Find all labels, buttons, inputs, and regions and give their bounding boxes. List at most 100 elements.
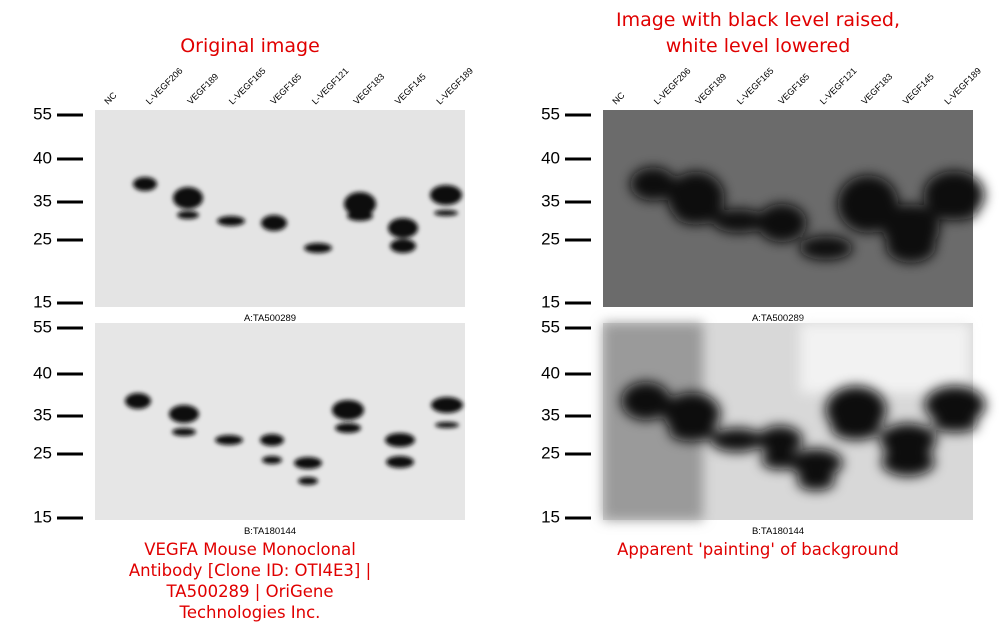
caption: VEGFA Mouse Monoclonal — [144, 540, 356, 559]
band — [430, 185, 462, 205]
blot-image — [95, 110, 465, 307]
band — [431, 397, 463, 413]
band — [923, 171, 985, 219]
caption: Technologies Inc. — [179, 603, 321, 622]
marker-label: 40 — [33, 148, 52, 167]
marker-label: 35 — [541, 191, 560, 210]
band — [169, 405, 199, 423]
marker-label: 25 — [541, 229, 560, 248]
lane-label: VEGF145 — [901, 71, 936, 106]
band — [757, 425, 803, 455]
marker-label: 35 — [33, 191, 52, 210]
marker-label: 35 — [33, 405, 52, 424]
marker-label: 40 — [541, 148, 560, 167]
lane-label: L-VEGF189 — [434, 66, 475, 107]
band — [630, 167, 676, 201]
lane-label: VEGF183 — [351, 71, 386, 106]
marker-label: 40 — [541, 363, 560, 382]
band — [304, 243, 332, 253]
marker-label: 25 — [33, 443, 52, 462]
blot-label: B:TA180144 — [752, 526, 804, 537]
band — [797, 471, 835, 491]
band — [621, 381, 671, 421]
band — [125, 393, 151, 409]
band — [133, 177, 157, 191]
blot-label: A:TA500289 — [752, 313, 804, 324]
band — [757, 203, 807, 243]
band — [388, 218, 418, 238]
band — [761, 450, 799, 470]
band — [710, 428, 764, 452]
band — [173, 187, 203, 209]
caption: Antibody [Clone ID: OTI4E3] | — [129, 561, 371, 580]
band — [390, 239, 416, 253]
band — [932, 417, 978, 433]
band — [262, 456, 282, 464]
lane-label: L-VEGF165 — [227, 66, 268, 107]
marker-label: 15 — [541, 507, 560, 526]
marker-label: 55 — [33, 104, 52, 123]
band — [261, 215, 287, 231]
band — [435, 422, 459, 428]
caption: Apparent 'painting' of background — [617, 540, 899, 559]
band — [931, 205, 977, 221]
band — [298, 477, 318, 485]
lane-label: VEGF189 — [185, 71, 220, 106]
marker-label: 15 — [33, 292, 52, 311]
lane-label: L-VEGF165 — [735, 66, 776, 107]
band — [843, 204, 893, 228]
lane-label: VEGF189 — [693, 71, 728, 106]
marker-label: 25 — [541, 443, 560, 462]
panel-title: white level lowered — [666, 35, 851, 57]
lane-label: VEGF145 — [393, 71, 428, 106]
band — [386, 456, 414, 468]
bands — [133, 177, 462, 253]
caption: TA500289 | OriGene — [165, 582, 333, 601]
band — [260, 434, 284, 446]
lane-label: VEGF183 — [859, 71, 894, 106]
band — [294, 457, 322, 469]
band — [879, 423, 937, 457]
blot-image — [95, 323, 465, 520]
band — [831, 416, 881, 440]
marker-label: 15 — [33, 507, 52, 526]
lane-label: VEGF165 — [776, 71, 811, 106]
band — [347, 211, 373, 221]
marker-label: 35 — [541, 405, 560, 424]
band — [712, 209, 766, 233]
band — [924, 385, 986, 425]
band — [215, 435, 243, 445]
bands — [621, 381, 986, 491]
band — [881, 447, 935, 477]
band — [217, 216, 245, 226]
band — [177, 211, 199, 219]
lane-label: NC — [102, 90, 119, 107]
marker-label: 55 — [33, 317, 52, 336]
band — [789, 448, 843, 478]
lane-label: L-VEGF121 — [310, 66, 351, 107]
blot-label: A:TA500289 — [244, 313, 296, 324]
marker-label: 40 — [33, 363, 52, 382]
band — [335, 423, 361, 433]
marker-label: 25 — [33, 229, 52, 248]
band — [385, 433, 415, 447]
marker-label: 55 — [541, 317, 560, 336]
band — [799, 236, 853, 260]
bands — [630, 167, 985, 263]
background-patch — [800, 323, 970, 393]
marker-label: 55 — [541, 104, 560, 123]
band — [675, 205, 717, 225]
band — [434, 210, 458, 216]
band — [669, 422, 715, 442]
lane-label: L-VEGF206 — [652, 66, 693, 107]
lane-label: L-VEGF189 — [942, 66, 983, 107]
panel-title: Image with black level raised, — [616, 9, 900, 31]
lane-label: L-VEGF121 — [818, 66, 859, 107]
blot-label: B:TA180144 — [244, 526, 296, 537]
lane-label: NC — [610, 90, 627, 107]
lane-label: VEGF165 — [268, 71, 303, 106]
bands — [125, 393, 463, 485]
panel-title: Original image — [180, 35, 320, 57]
marker-label: 15 — [541, 292, 560, 311]
